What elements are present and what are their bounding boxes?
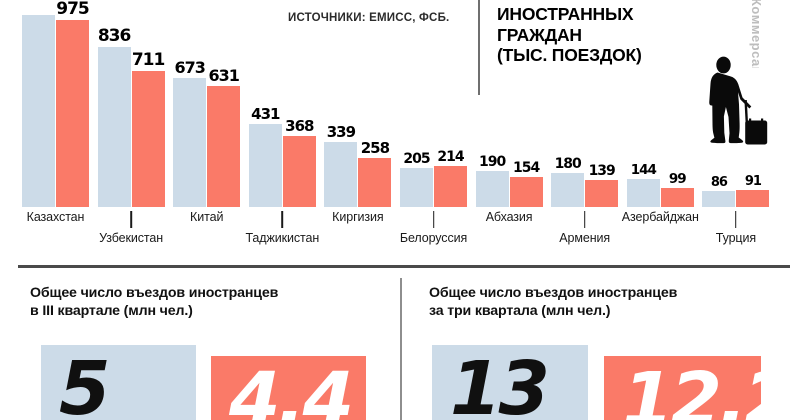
bar-value-label: 91	[744, 174, 762, 189]
bar-blue: 836	[97, 28, 131, 207]
category-label-азербайджан: Азербайджан	[621, 210, 699, 224]
bar-value-label: 975	[56, 0, 89, 19]
traveler-with-suitcase-icon	[709, 56, 768, 145]
bar-blue: 144	[626, 163, 660, 207]
bar-value-label: 711	[131, 50, 165, 70]
stat-box-three-quarters-red: 12,2	[604, 356, 796, 420]
chart-title-line-4: (ТЫС. ПОЕЗДОК)	[497, 44, 642, 65]
panel-title-quarter-line-2: в III квартале (млн чел.)	[30, 303, 193, 320]
summary-panel-quarter: Общее число въездов иностранцев в III кв…	[0, 278, 400, 420]
bar-red: 139	[585, 164, 619, 207]
bar-value-label: 214	[437, 149, 464, 165]
stat-box-quarter-blue: 5	[41, 345, 196, 420]
chart-title-line-3: ГРАЖДАН	[497, 24, 582, 45]
category-label-турция: Турция	[715, 231, 757, 245]
category-label-казахстан: Казахстан	[26, 210, 85, 224]
category-label-белоруссия: Белоруссия	[399, 231, 468, 245]
bar-value-label: 673	[174, 58, 205, 77]
publisher-watermark: Коммерсантъ	[749, 0, 764, 68]
bar-blue: 339	[324, 125, 358, 207]
panel-title-three-quarters-line-2: за три квартала (млн чел.)	[429, 303, 611, 320]
bar-value-label: 631	[208, 66, 239, 85]
category-label-абхазия: Абхазия	[485, 210, 533, 224]
category-tick	[130, 211, 132, 228]
bar-blue: 190	[475, 155, 509, 207]
bar-red: 154	[509, 161, 543, 207]
bar-value-label: 86	[710, 175, 728, 190]
category-tick	[583, 211, 586, 228]
bar-group: 190 154	[475, 0, 543, 207]
category-label-армения: Армения	[559, 231, 611, 245]
stat-value-quarter-red: 4,4	[229, 357, 354, 420]
bar-value-label: 258	[360, 139, 390, 157]
category-label-узбекистан: Узбекистан	[99, 231, 164, 245]
panel-title-quarter: Общее число въездов иностранцев в III кв…	[30, 284, 400, 320]
bar-red: 711	[131, 52, 165, 207]
bar-group: 339 258	[324, 0, 392, 207]
header-vertical-divider	[478, 0, 480, 95]
bar-blue: 86	[702, 176, 736, 207]
summary-panel-three-quarters: Общее число въездов иностранцев за три к…	[401, 278, 800, 420]
panel-title-three-quarters-line-1: Общее число въездов иностранцев	[429, 285, 678, 301]
bar-red: 368	[282, 119, 316, 207]
chart-title-line-2: ИНОСТРАННЫХ	[497, 4, 634, 25]
stat-value-three-quarters-red: 12,2	[622, 357, 796, 420]
category-label-киргизия: Киргизия	[332, 210, 384, 224]
bar-blue: 673	[173, 60, 207, 207]
bar-value-label: 339	[326, 123, 356, 141]
bar-group: 144 99	[626, 0, 694, 207]
sources-note: ИСТОЧНИКИ: ЕМИСС, ФСБ.	[288, 12, 450, 24]
bar-group: 975	[22, 0, 90, 207]
bar-value-label: 205	[403, 151, 430, 167]
bar-red: 99	[660, 172, 694, 207]
panels-vertical-divider	[400, 278, 402, 420]
bar-value-label: 144	[630, 161, 657, 178]
bar-chart-section: ИСТОЧНИКИ: ЕМИСС, ФСБ. ВИЗИТОВ В РФ ИНОС…	[22, 0, 770, 245]
stat-value-three-quarters-blue: 13	[450, 346, 550, 420]
bars-plot-area: 975 Казахстан 836 711 Узбекистан 673 631 Китай 4…	[22, 0, 770, 245]
bar-value-label: 180	[554, 156, 582, 172]
chart-title-line-1: ВИЗИТОВ В РФ	[497, 0, 747, 4]
panel-title-three-quarters: Общее число въездов иностранцев за три к…	[429, 284, 799, 320]
category-label-китай: Китай	[190, 210, 224, 224]
bar-blue: 180	[551, 157, 585, 207]
bar-group: 205 214	[400, 0, 467, 207]
bar-red: 975	[56, 1, 90, 207]
bar-red: 214	[434, 150, 467, 207]
bar-blue: 431	[248, 107, 282, 207]
category-label-таджикистан: Таджикистан	[245, 231, 320, 245]
bar-value-label: 139	[588, 163, 616, 179]
bar-red: 91	[736, 175, 770, 207]
bar-value-label: 154	[512, 160, 540, 176]
section-horizontal-divider	[18, 265, 790, 268]
bar-red: 631	[207, 68, 241, 207]
bar-group: 180 139	[551, 0, 619, 207]
bar-group: 836 711	[97, 0, 165, 207]
bar-group: 431 368	[248, 0, 316, 207]
category-tick	[432, 211, 435, 228]
category-tick	[281, 211, 284, 228]
bar-group: 86 91	[702, 0, 770, 207]
bar-value-label: 368	[285, 117, 314, 135]
category-tick	[735, 211, 737, 228]
bar-blue: 205	[400, 152, 433, 207]
bar-red: 258	[358, 141, 392, 207]
panel-title-quarter-line-1: Общее число въездов иностранцев	[30, 285, 279, 301]
stat-value-quarter-blue: 5	[59, 346, 110, 420]
chart-title: ВИЗИТОВ В РФ ИНОСТРАННЫХ ГРАЖДАН (ТЫС. П…	[497, 0, 747, 65]
bar-value-label: 99	[668, 170, 687, 187]
bar-value-label: 836	[97, 26, 131, 46]
bar-value-label: 431	[251, 105, 280, 123]
bar-group: 673 631	[173, 0, 241, 207]
stat-box-three-quarters-blue: 13	[432, 345, 588, 420]
stat-box-quarter-red: 4,4	[211, 356, 366, 420]
bar-value-label: 190	[478, 154, 506, 170]
bar-blue	[22, 15, 55, 207]
